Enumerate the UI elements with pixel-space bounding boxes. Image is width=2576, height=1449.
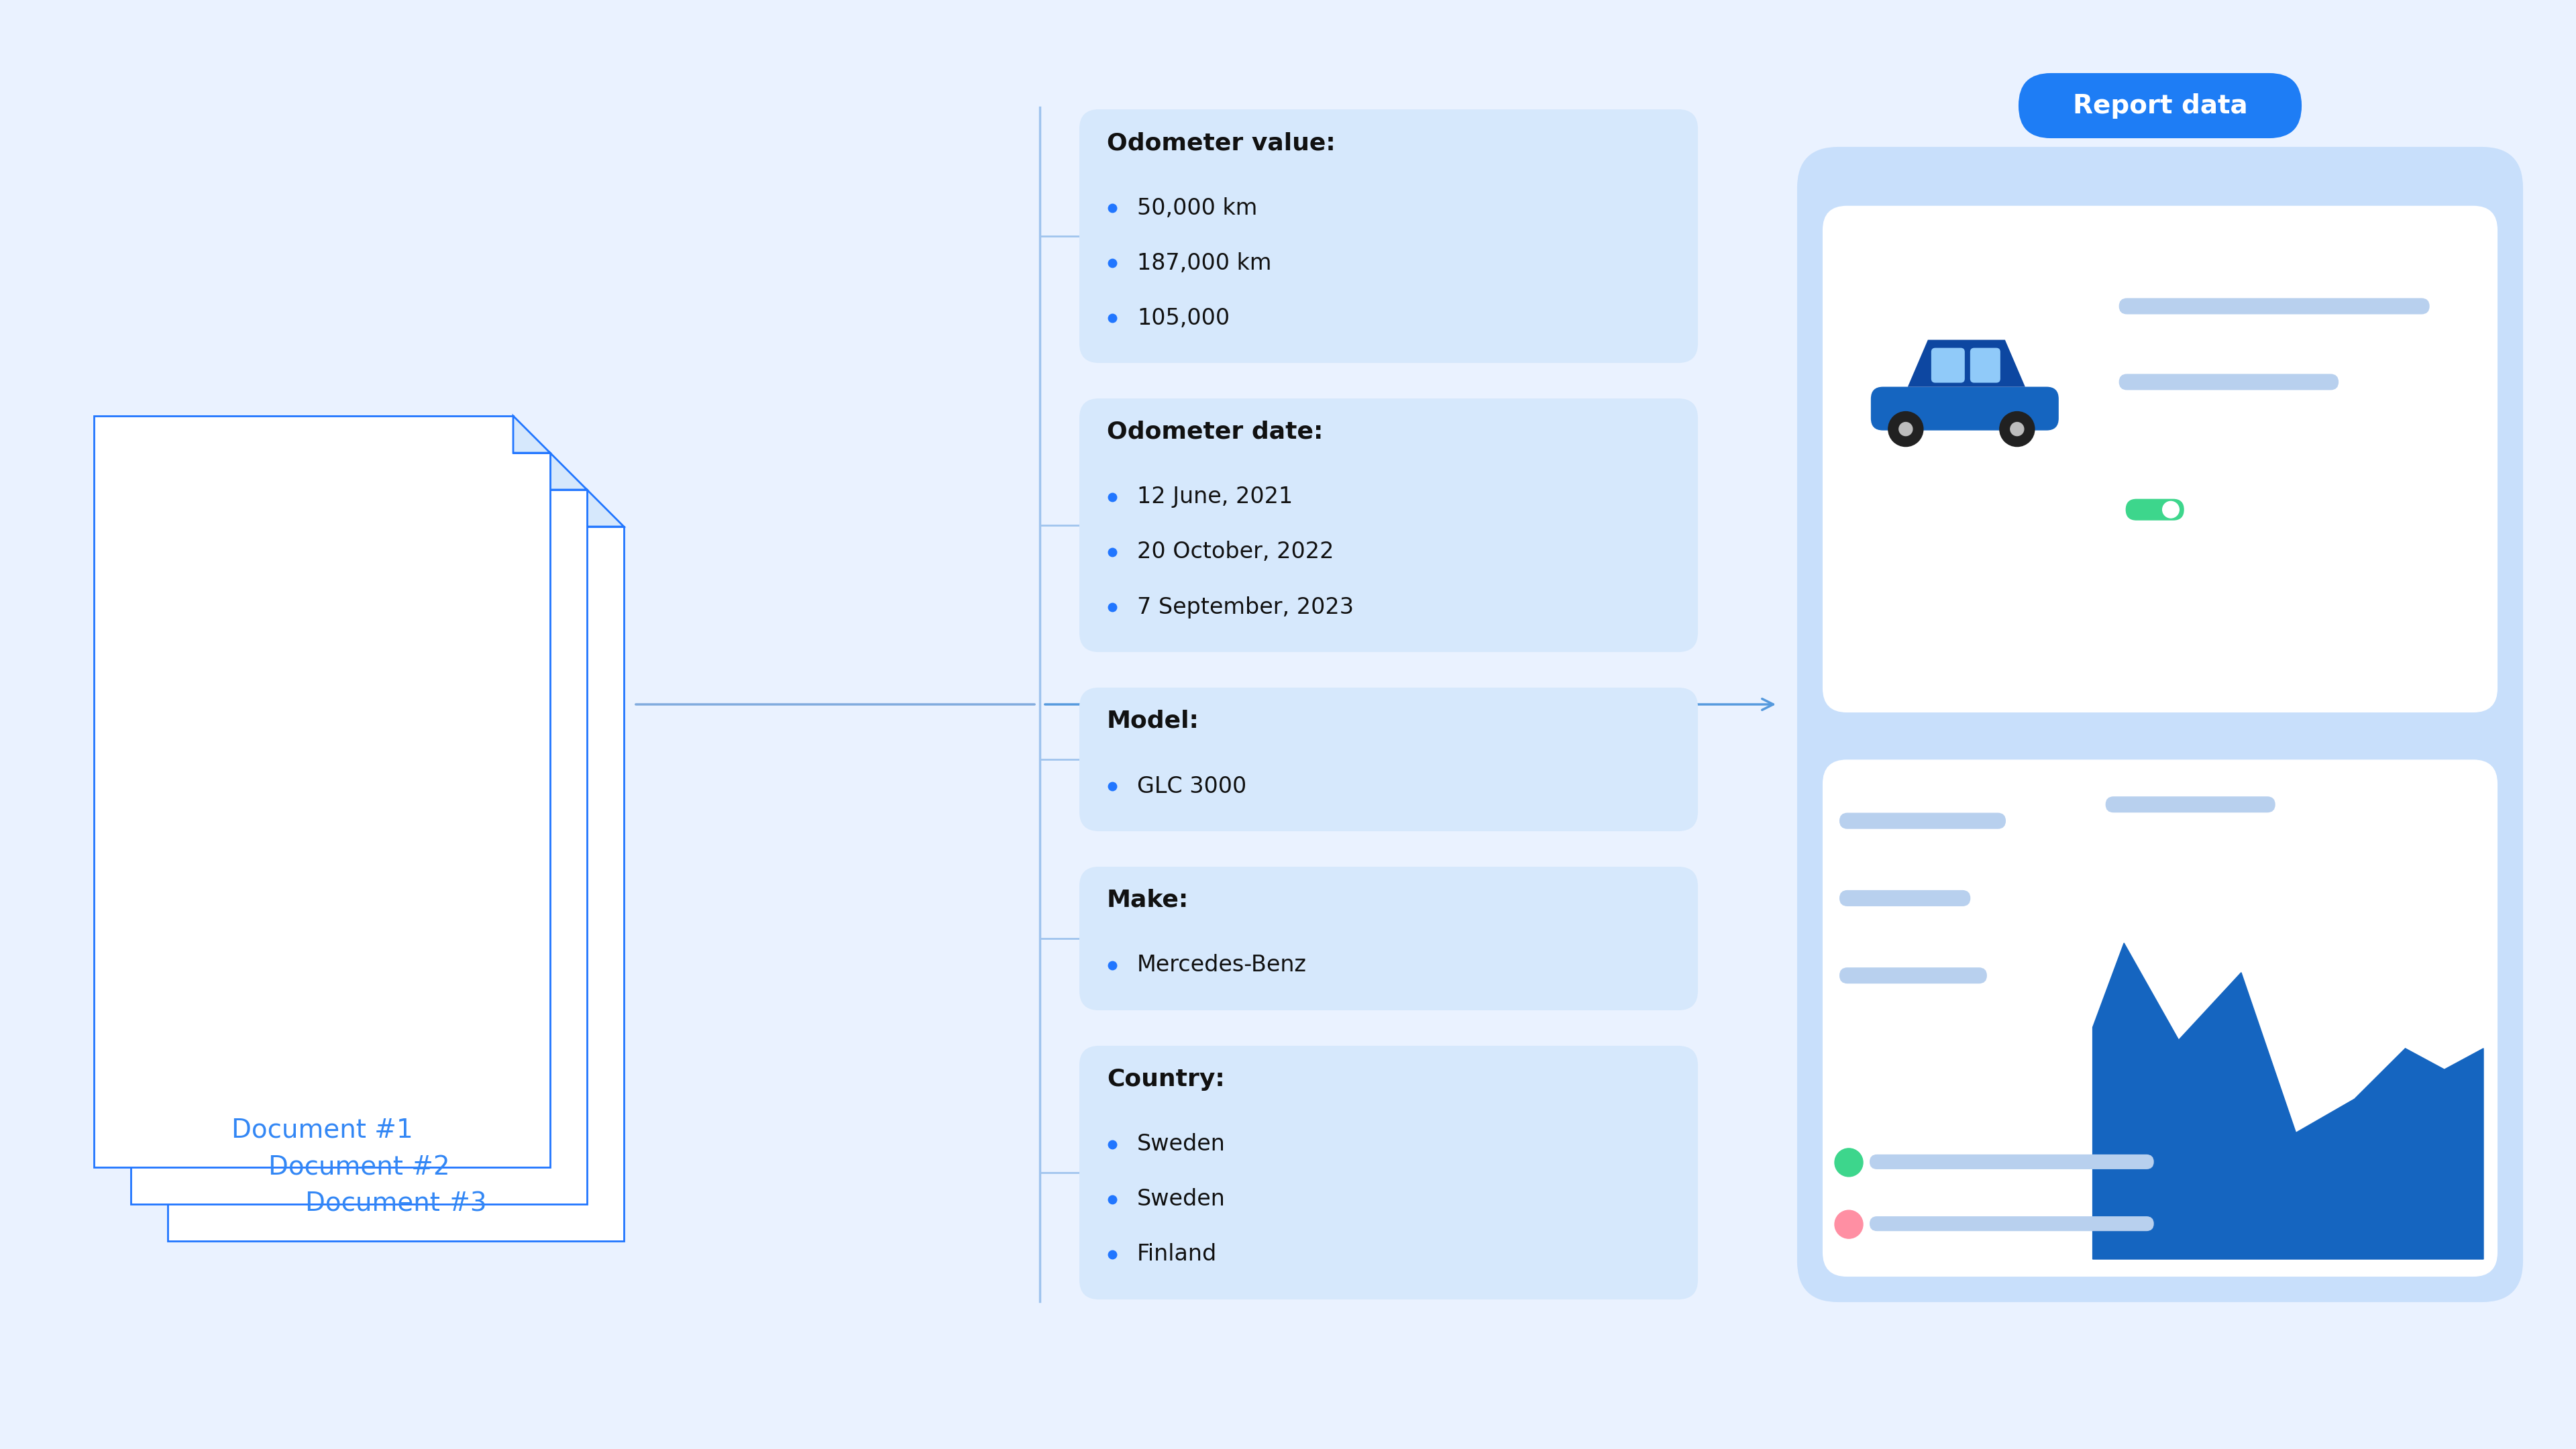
Circle shape (2161, 501, 2179, 517)
Polygon shape (587, 490, 623, 526)
Text: GLC 3000: GLC 3000 (1136, 775, 1247, 797)
Circle shape (2009, 422, 2025, 436)
FancyBboxPatch shape (1839, 968, 1986, 982)
FancyBboxPatch shape (1798, 148, 2522, 1301)
FancyBboxPatch shape (1870, 1155, 2154, 1168)
FancyBboxPatch shape (1079, 688, 1698, 830)
Polygon shape (513, 416, 551, 454)
Polygon shape (551, 452, 587, 490)
Circle shape (1999, 412, 2035, 446)
Circle shape (1899, 422, 1911, 436)
Text: 187,000 km: 187,000 km (1136, 252, 1273, 274)
FancyBboxPatch shape (1079, 868, 1698, 1010)
Polygon shape (131, 452, 587, 1204)
FancyBboxPatch shape (1839, 891, 1971, 906)
Text: Odometer date:: Odometer date: (1108, 420, 1324, 443)
Text: Country:: Country: (1108, 1068, 1224, 1091)
FancyBboxPatch shape (2020, 74, 2300, 138)
FancyBboxPatch shape (1824, 207, 2496, 711)
Text: Document #2: Document #2 (268, 1155, 451, 1179)
Text: Mercedes-Benz: Mercedes-Benz (1136, 955, 1306, 977)
FancyBboxPatch shape (1870, 387, 2058, 430)
Text: Document #3: Document #3 (304, 1191, 487, 1217)
Text: Sweden: Sweden (1136, 1188, 1226, 1210)
Polygon shape (1909, 341, 2025, 387)
FancyBboxPatch shape (2125, 500, 2184, 520)
Text: Sweden: Sweden (1136, 1133, 1226, 1155)
FancyBboxPatch shape (1932, 348, 1965, 383)
Polygon shape (93, 416, 551, 1168)
FancyBboxPatch shape (2120, 298, 2429, 313)
Text: 50,000 km: 50,000 km (1136, 197, 1257, 219)
Text: 20 October, 2022: 20 October, 2022 (1136, 540, 1334, 564)
FancyBboxPatch shape (1839, 813, 2004, 829)
FancyBboxPatch shape (1824, 761, 2496, 1277)
FancyBboxPatch shape (1079, 398, 1698, 652)
FancyBboxPatch shape (1079, 110, 1698, 362)
Text: Finland: Finland (1136, 1243, 1216, 1265)
FancyBboxPatch shape (1971, 348, 2002, 383)
Text: Odometer value:: Odometer value: (1108, 132, 1334, 154)
Text: 105,000: 105,000 (1136, 307, 1229, 329)
Text: 12 June, 2021: 12 June, 2021 (1136, 485, 1293, 509)
Text: Document #1: Document #1 (232, 1117, 412, 1143)
Text: 7 September, 2023: 7 September, 2023 (1136, 596, 1355, 619)
FancyBboxPatch shape (2120, 375, 2339, 390)
Circle shape (1834, 1210, 1862, 1239)
Circle shape (1888, 412, 1924, 446)
Polygon shape (167, 490, 623, 1240)
FancyBboxPatch shape (1870, 1217, 2154, 1230)
Polygon shape (2092, 943, 2483, 1259)
FancyBboxPatch shape (2107, 797, 2275, 811)
Text: Report data: Report data (2074, 93, 2246, 119)
FancyBboxPatch shape (1079, 1046, 1698, 1298)
Text: Model:: Model: (1108, 710, 1200, 733)
Text: Make:: Make: (1108, 888, 1190, 911)
Circle shape (1834, 1149, 1862, 1177)
